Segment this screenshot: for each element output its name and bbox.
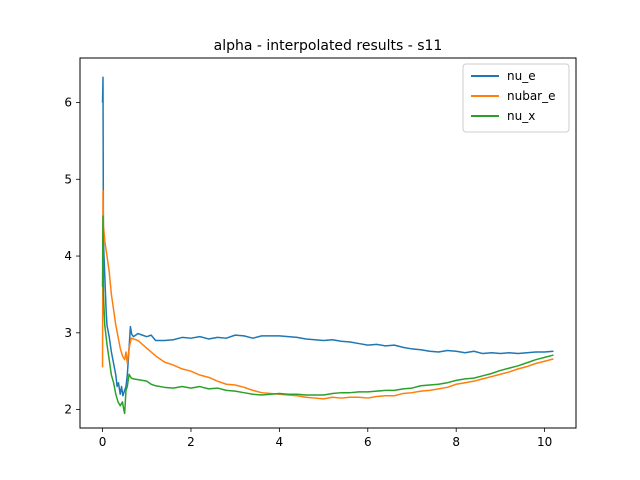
chart-title: alpha - interpolated results - s11 — [214, 38, 443, 54]
x-tick-label: 8 — [452, 435, 460, 449]
y-tick-label: 6 — [64, 96, 72, 110]
x-tick-label: 6 — [364, 435, 372, 449]
y-tick-label: 5 — [64, 172, 72, 186]
y-axis: 2 3 4 5 6 — [64, 96, 80, 417]
y-tick-label: 4 — [64, 249, 72, 263]
plot-lines — [101, 76, 554, 415]
legend-label-nu-e: nu_e — [507, 69, 536, 83]
legend: nu_e nubar_e nu_x — [462, 63, 570, 133]
y-tick-label: 2 — [64, 403, 72, 417]
x-axis: 0 2 4 6 8 10 — [99, 428, 552, 449]
y-tick-label: 3 — [64, 326, 72, 340]
x-tick-label: 4 — [276, 435, 284, 449]
legend-label-nubar-e: nubar_e — [507, 89, 556, 103]
legend-label-nu-x: nu_x — [507, 109, 535, 123]
series-line-nu-e — [101, 76, 554, 397]
series-line-nu-x — [101, 215, 554, 415]
x-tick-label: 2 — [187, 435, 195, 449]
x-tick-label: 0 — [99, 435, 107, 449]
plot-frame — [79, 57, 577, 429]
x-tick-label: 10 — [537, 435, 552, 449]
series-line-nubar-e — [101, 190, 554, 400]
